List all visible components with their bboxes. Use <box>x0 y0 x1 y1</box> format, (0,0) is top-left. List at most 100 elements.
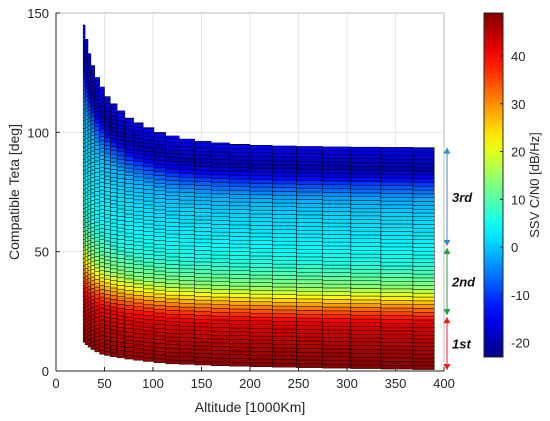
heatmap-cell <box>104 179 111 184</box>
heatmap-cell <box>82 330 86 335</box>
heatmap-cell <box>165 241 180 246</box>
heatmap-cell <box>165 222 180 227</box>
heatmap-cell <box>412 208 435 214</box>
heatmap-cell <box>94 340 100 345</box>
heatmap-cell <box>124 259 134 264</box>
heatmap-cell <box>116 201 126 206</box>
heatmap-cell <box>104 110 111 116</box>
heatmap-cell <box>229 186 251 191</box>
heatmap-cell <box>210 163 230 168</box>
heatmap-cell <box>272 237 297 242</box>
heatmap-cell <box>87 71 92 77</box>
x-tick-label: 50 <box>97 376 111 391</box>
heatmap-cell <box>104 267 111 272</box>
heatmap-cell <box>94 156 100 162</box>
heatmap-cell <box>412 323 435 328</box>
heatmap-cell <box>133 298 144 304</box>
heatmap-cell <box>412 247 435 252</box>
heatmap-cell <box>82 296 86 301</box>
heatmap-cell <box>322 291 352 296</box>
heatmap-cell <box>99 178 105 183</box>
heatmap-cell <box>116 292 126 298</box>
heatmap-cell <box>143 315 155 320</box>
heatmap-cell <box>84 184 89 189</box>
heatmap-cell <box>90 120 96 125</box>
heatmap-cell <box>87 293 92 298</box>
heatmap-cell <box>99 155 105 160</box>
heatmap-cell <box>133 165 144 170</box>
heatmap-cell <box>133 138 144 143</box>
heatmap-cell <box>178 238 195 243</box>
heatmap-cell <box>84 298 89 303</box>
heatmap-cell <box>133 291 144 296</box>
heatmap-cell <box>272 187 297 192</box>
heatmap-cell <box>296 161 323 166</box>
heatmap-cell <box>272 359 297 364</box>
heatmap-cell <box>110 260 118 266</box>
heatmap-cell <box>322 310 352 315</box>
heatmap-cell <box>87 278 92 283</box>
heatmap-cell <box>210 147 230 153</box>
x-tick-label: 400 <box>433 376 455 391</box>
heatmap-cell <box>87 75 92 81</box>
heatmap-cell <box>412 159 435 164</box>
heatmap-cell <box>194 189 212 194</box>
heatmap-cell <box>350 314 382 320</box>
heatmap-cell <box>165 229 180 235</box>
heatmap-cell <box>99 163 105 168</box>
heatmap-cell <box>229 297 251 302</box>
heatmap-cell <box>124 187 134 192</box>
heatmap-cell <box>94 134 100 139</box>
heatmap-cell <box>412 338 435 344</box>
heatmap-cell <box>178 161 195 166</box>
heatmap-cell <box>87 335 92 340</box>
heatmap-cell <box>94 168 100 173</box>
heatmap-cell <box>99 346 105 351</box>
heatmap-cell <box>249 202 273 207</box>
heatmap-cell <box>194 334 212 339</box>
heatmap-cell <box>87 331 92 336</box>
heatmap-cell <box>296 245 323 250</box>
heatmap-cell <box>178 356 195 361</box>
heatmap-cell <box>249 286 273 291</box>
heatmap-cell <box>84 100 89 105</box>
heatmap-cell <box>124 190 134 196</box>
heatmap-cell <box>94 244 100 250</box>
heatmap-cell <box>249 351 273 356</box>
heatmap-cell <box>99 331 105 336</box>
heatmap-cell <box>116 120 126 126</box>
heatmap-cell <box>99 277 105 282</box>
heatmap-cell <box>104 187 111 192</box>
heatmap-cell <box>94 282 100 288</box>
heatmap-cell <box>322 299 352 304</box>
heatmap-cell <box>178 268 195 273</box>
heatmap-cell <box>87 64 92 69</box>
heatmap-cell <box>84 96 89 101</box>
heatmap-cell <box>84 111 89 116</box>
heatmap-cell <box>350 211 382 217</box>
heatmap-cell <box>94 183 100 188</box>
heatmap-cell <box>322 333 352 338</box>
heatmap-cell <box>116 197 126 202</box>
heatmap-cell <box>110 318 118 323</box>
heatmap-cell <box>272 202 297 208</box>
heatmap-cell <box>133 272 144 277</box>
heatmap-cell <box>210 292 230 298</box>
heatmap-cell <box>412 312 435 317</box>
heatmap-cell <box>82 246 86 251</box>
heatmap-cell <box>90 66 96 71</box>
heatmap-cell <box>110 268 118 273</box>
heatmap-cell <box>322 196 352 201</box>
heatmap-cell <box>90 131 96 136</box>
heatmap-cell <box>94 302 100 307</box>
heatmap-cell <box>178 341 195 346</box>
heatmap-cell <box>153 286 166 291</box>
region-arrow-head-bottom <box>443 239 451 246</box>
heatmap-cell <box>124 355 134 360</box>
heatmap-cell <box>165 256 180 261</box>
heatmap-cell <box>322 356 352 361</box>
heatmap-cell <box>90 177 96 182</box>
heatmap-cell <box>194 140 212 144</box>
heatmap-cell <box>194 250 212 255</box>
heatmap-cell <box>99 98 105 103</box>
